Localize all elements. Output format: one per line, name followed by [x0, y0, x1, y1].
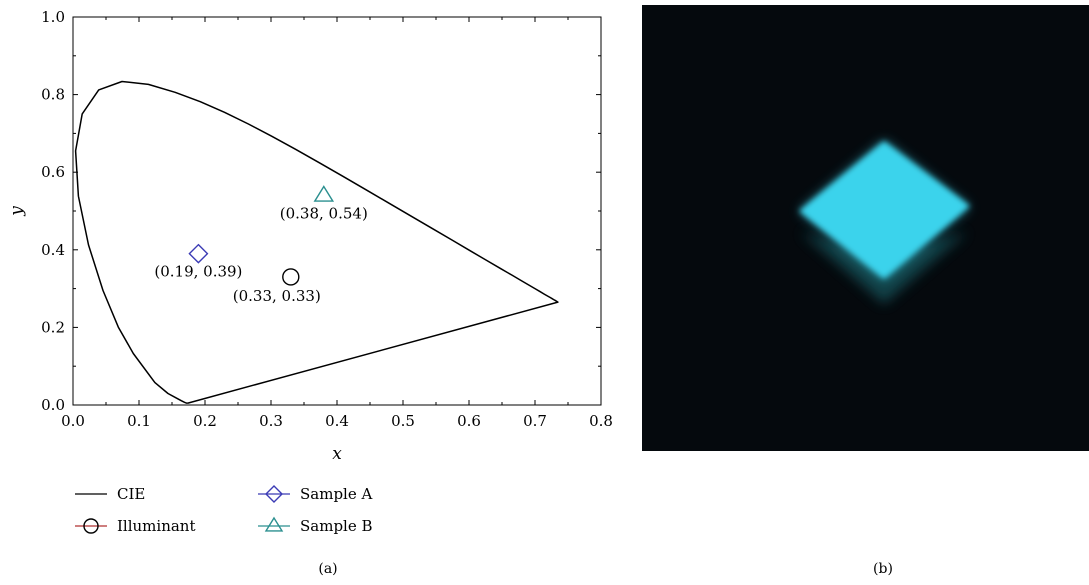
annotation-label: (0.33, 0.33)	[233, 287, 321, 305]
legend-label: Illuminant	[117, 517, 196, 535]
x-tick-label: 0.2	[193, 412, 217, 430]
legend-marker	[83, 518, 99, 534]
x-tick-label: 0.0	[61, 412, 85, 430]
cie-locus-line	[74, 80, 559, 404]
x-tick-label: 0.7	[523, 412, 547, 430]
y-tick-label: 0.0	[41, 396, 65, 414]
y-tick-label: 0.8	[41, 86, 65, 104]
y-tick-label: 0.2	[41, 318, 65, 336]
y-axis-label: y	[7, 206, 27, 217]
x-tick-label: 0.8	[589, 412, 613, 430]
legend: CIE Illuminant Sample A Sample B	[75, 485, 373, 535]
x-axis-label: x	[332, 444, 342, 464]
x-tick-label: 0.4	[325, 412, 349, 430]
annotation-label: (0.38, 0.54)	[280, 204, 368, 222]
y-tick-label: 0.4	[41, 241, 65, 259]
panel-label-a: (a)	[318, 561, 337, 577]
led-glowing-diamond	[799, 141, 970, 279]
legend-label: CIE	[117, 485, 145, 503]
panel-label-b: (b)	[873, 561, 893, 577]
legend-marker	[264, 516, 284, 532]
y-tick-label: 1.0	[41, 8, 65, 26]
annotations: (0.19, 0.39) (0.33, 0.33) (0.38, 0.54)	[154, 204, 367, 304]
legend-marker	[265, 485, 283, 503]
point-sample-b	[313, 185, 335, 202]
x-tick-label: 0.3	[259, 412, 283, 430]
device-photo-panel	[642, 5, 1089, 451]
y-tick-label: 0.6	[41, 163, 65, 181]
point-illuminant	[282, 268, 300, 286]
annotation-label: (0.19, 0.39)	[154, 263, 242, 281]
legend-label: Sample B	[300, 517, 373, 535]
y-axis: 0.0 0.2 0.4 0.6 0.8 1.0	[41, 8, 601, 414]
x-tick-label: 0.6	[457, 412, 481, 430]
x-tick-label: 0.5	[391, 412, 415, 430]
point-sample-a	[188, 243, 209, 264]
series-layer	[74, 80, 559, 404]
x-axis: 0.0 0.1 0.2 0.3 0.4 0.5 0.6 0.7 0.8	[61, 17, 613, 430]
cie-chart-panel: 0.0 0.1 0.2 0.3 0.4 0.5 0.6 0.7 0.8 0.0 0.2 0.4 0.6…	[7, 8, 613, 535]
x-tick-label: 0.1	[127, 412, 151, 430]
legend-label: Sample A	[300, 485, 372, 503]
